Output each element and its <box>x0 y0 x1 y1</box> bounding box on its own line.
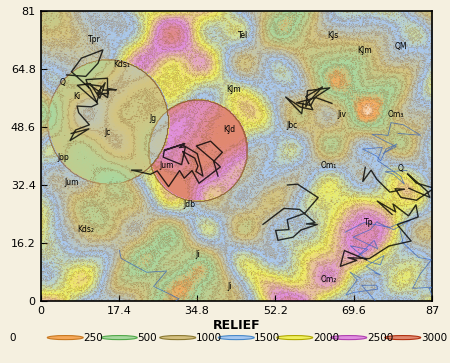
Text: Jc: Jc <box>105 128 111 137</box>
Circle shape <box>385 335 421 340</box>
Text: 0: 0 <box>9 333 15 343</box>
Text: Jum: Jum <box>65 179 79 187</box>
Text: KJd: KJd <box>224 125 235 134</box>
Circle shape <box>218 335 254 340</box>
Text: 250: 250 <box>83 333 103 343</box>
Text: Kds₂: Kds₂ <box>77 225 94 234</box>
Text: Tp: Tp <box>364 218 374 227</box>
Text: KJm: KJm <box>357 46 372 55</box>
Text: Q: Q <box>60 78 66 87</box>
Text: 3000: 3000 <box>421 333 447 343</box>
Text: Ji: Ji <box>227 282 232 291</box>
Text: Jbc: Jbc <box>287 121 298 130</box>
Text: Jdb: Jdb <box>183 200 195 209</box>
Text: 2500: 2500 <box>367 333 393 343</box>
Circle shape <box>160 335 196 340</box>
Text: Jop: Jop <box>57 154 69 162</box>
Circle shape <box>47 335 83 340</box>
Circle shape <box>101 335 137 340</box>
Text: Om₃: Om₃ <box>388 110 404 119</box>
Text: KJs: KJs <box>328 32 338 41</box>
Text: Ji: Ji <box>196 250 200 259</box>
Circle shape <box>331 335 367 340</box>
Text: Ki: Ki <box>73 93 80 101</box>
Text: 1500: 1500 <box>254 333 280 343</box>
Text: Om₁: Om₁ <box>320 160 337 170</box>
Text: 2000: 2000 <box>313 333 339 343</box>
X-axis label: RELIEF: RELIEF <box>212 319 260 332</box>
Text: QM: QM <box>394 42 407 51</box>
Text: Jum: Jum <box>159 160 174 170</box>
Text: KJm: KJm <box>227 85 241 94</box>
Text: Om₂: Om₂ <box>320 275 337 284</box>
Text: 500: 500 <box>137 333 157 343</box>
Text: Tel: Tel <box>238 32 248 41</box>
Text: Jiv: Jiv <box>338 110 346 119</box>
Text: Tpr: Tpr <box>88 35 101 44</box>
Text: Jg: Jg <box>149 114 157 123</box>
Text: Kds₁: Kds₁ <box>113 60 130 69</box>
Text: Q: Q <box>397 164 404 173</box>
Text: 1000: 1000 <box>196 333 222 343</box>
Circle shape <box>277 335 313 340</box>
